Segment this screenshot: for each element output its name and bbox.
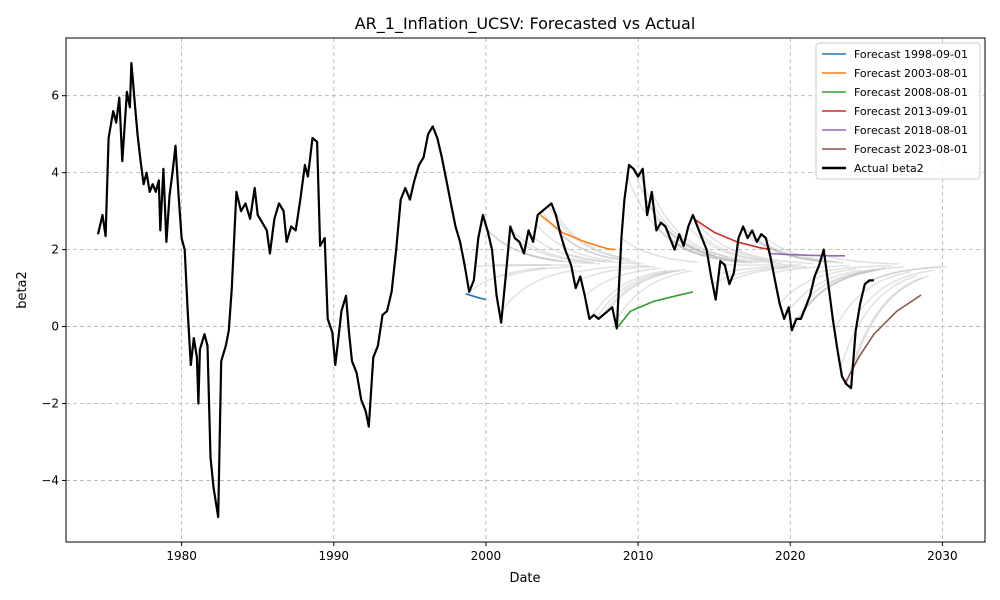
chart-title: AR_1_Inflation_UCSV: Forecasted vs Actua…: [355, 14, 696, 34]
background-forecast-line: [718, 265, 795, 275]
forecast-line: [615, 291, 694, 330]
background-forecast-line: [773, 265, 850, 274]
x-axis-ticks: 1980 1990 2000 2010 2020 2030: [166, 542, 958, 563]
background-forecast-line: [553, 210, 631, 261]
background-forecast-line: [870, 265, 948, 282]
background-forecast-line: [712, 266, 789, 285]
y-tick-label: −4: [41, 473, 59, 487]
x-tick-label: 2010: [623, 549, 654, 563]
background-forecast-line: [572, 265, 649, 274]
background-forecast-line: [864, 266, 941, 285]
legend-label: Forecast 2008-08-01: [854, 86, 968, 99]
y-axis-ticks: −4 −2 0 2 4 6: [41, 89, 66, 487]
background-forecast-line: [809, 267, 887, 297]
background-forecast-line: [803, 269, 881, 312]
background-forecast-line: [851, 275, 929, 370]
background-forecast-line: [675, 243, 753, 264]
background-forecast-line: [815, 265, 893, 274]
forecast-line: [843, 294, 922, 385]
plot-frame: [65, 37, 986, 543]
background-forecast-line: [706, 248, 783, 265]
y-tick-label: 4: [51, 166, 59, 180]
background-forecast-line: [523, 252, 601, 265]
background-forecast-line: [748, 234, 826, 263]
background-forecast-line: [687, 225, 765, 262]
background-forecast-line: [584, 267, 661, 297]
forecast-line: [539, 214, 616, 251]
y-tick-label: 2: [51, 243, 59, 257]
background-forecast-line: [827, 266, 905, 285]
x-tick-label: 2020: [775, 549, 806, 563]
background-forecast-line: [839, 275, 917, 368]
y-axis-title: beta2: [15, 271, 30, 309]
legend-label: Forecast 2013-09-01: [854, 105, 968, 118]
x-tick-label: 2030: [927, 549, 958, 563]
background-forecast-line: [541, 210, 619, 261]
background-forecast-line: [785, 269, 862, 316]
background-forecast-line: [602, 269, 680, 316]
background-forecast-line: [608, 268, 686, 311]
background-forecast-line: [797, 269, 875, 320]
forecast-line: [465, 293, 487, 301]
forecast-series-lines: [465, 214, 922, 385]
actual-series-line: [96, 61, 874, 519]
background-forecast-line: [693, 218, 771, 261]
legend: Forecast 1998-09-01 Forecast 2003-08-01 Fo…: [815, 42, 981, 180]
background-forecast-line: [651, 191, 729, 259]
background-forecast-line: [535, 223, 613, 262]
background-forecast-line: [590, 269, 668, 319]
background-forecast-line: [845, 276, 923, 385]
legend-label: Forecast 2023-08-01: [854, 143, 968, 156]
background-forecast-line: [730, 265, 808, 282]
x-tick-label: 2000: [471, 549, 502, 563]
background-forecast-line: [486, 229, 564, 263]
background-forecast-line: [858, 269, 935, 313]
background-forecast-line: [468, 267, 546, 293]
legend-label: Forecast 2003-08-01: [854, 67, 968, 80]
x-tick-label: 1990: [319, 549, 350, 563]
background-forecast-line: [480, 222, 558, 262]
background-forecast-line: [614, 270, 692, 322]
y-tick-label: 6: [51, 89, 59, 103]
x-tick-label: 1980: [166, 549, 197, 563]
background-forecast-line: [736, 248, 814, 265]
background-forecast-line: [566, 252, 643, 265]
background-forecast-line: [766, 243, 844, 264]
background-forecast-line: [578, 265, 655, 282]
background-forecast-line: [498, 269, 576, 315]
x-axis-title: Date: [509, 571, 540, 586]
background-forecast-line: [511, 229, 588, 263]
background-forecast-line: [559, 233, 637, 263]
background-forecast-line: [547, 205, 625, 260]
legend-box: [815, 42, 981, 180]
background-forecast-line: [505, 265, 582, 278]
y-tick-label: 0: [51, 320, 59, 334]
background-forecast-line: [833, 271, 911, 330]
legend-label: Forecast 1998-09-01: [854, 48, 968, 61]
forecast-line: [768, 252, 845, 257]
background-forecast-line: [596, 269, 674, 319]
legend-label: Forecast 2018-08-01: [854, 124, 968, 137]
background-forecast-line: [681, 241, 759, 264]
background-forecast-line: [517, 239, 595, 264]
background-forecast-line: [663, 224, 741, 262]
background-forecast-line: [821, 253, 899, 265]
actual-beta2-line: [96, 61, 874, 519]
background-forecast-line: [779, 268, 856, 305]
background-forecast-line: [620, 237, 698, 263]
background-forecast-line: [699, 233, 777, 263]
background-forecast-line: [475, 264, 552, 268]
background-forecast-line: [626, 176, 704, 257]
y-tick-label: −2: [41, 396, 59, 410]
legend-label: Actual beta2: [854, 162, 924, 175]
